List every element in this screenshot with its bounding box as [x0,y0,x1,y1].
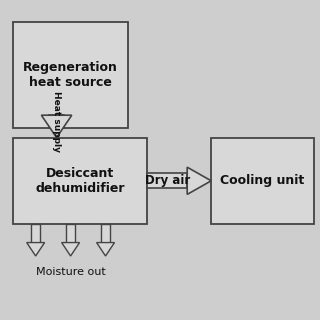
Polygon shape [66,224,75,243]
Text: Cooling unit: Cooling unit [220,174,305,187]
Text: Heat supply: Heat supply [52,91,61,152]
Polygon shape [62,243,80,256]
Polygon shape [41,115,72,138]
Polygon shape [101,224,110,243]
Polygon shape [49,115,64,128]
Text: Regeneration
heat source: Regeneration heat source [23,61,118,89]
Polygon shape [27,243,44,256]
Polygon shape [97,243,115,256]
Text: Dry air: Dry air [145,174,190,187]
Bar [13,22,128,128]
Polygon shape [31,224,40,243]
Bar [211,138,314,224]
Bar [13,138,147,224]
Polygon shape [187,167,211,194]
Text: Moisture out: Moisture out [36,267,106,277]
Text: Desiccant
dehumidifier: Desiccant dehumidifier [35,167,125,195]
Polygon shape [147,173,187,188]
